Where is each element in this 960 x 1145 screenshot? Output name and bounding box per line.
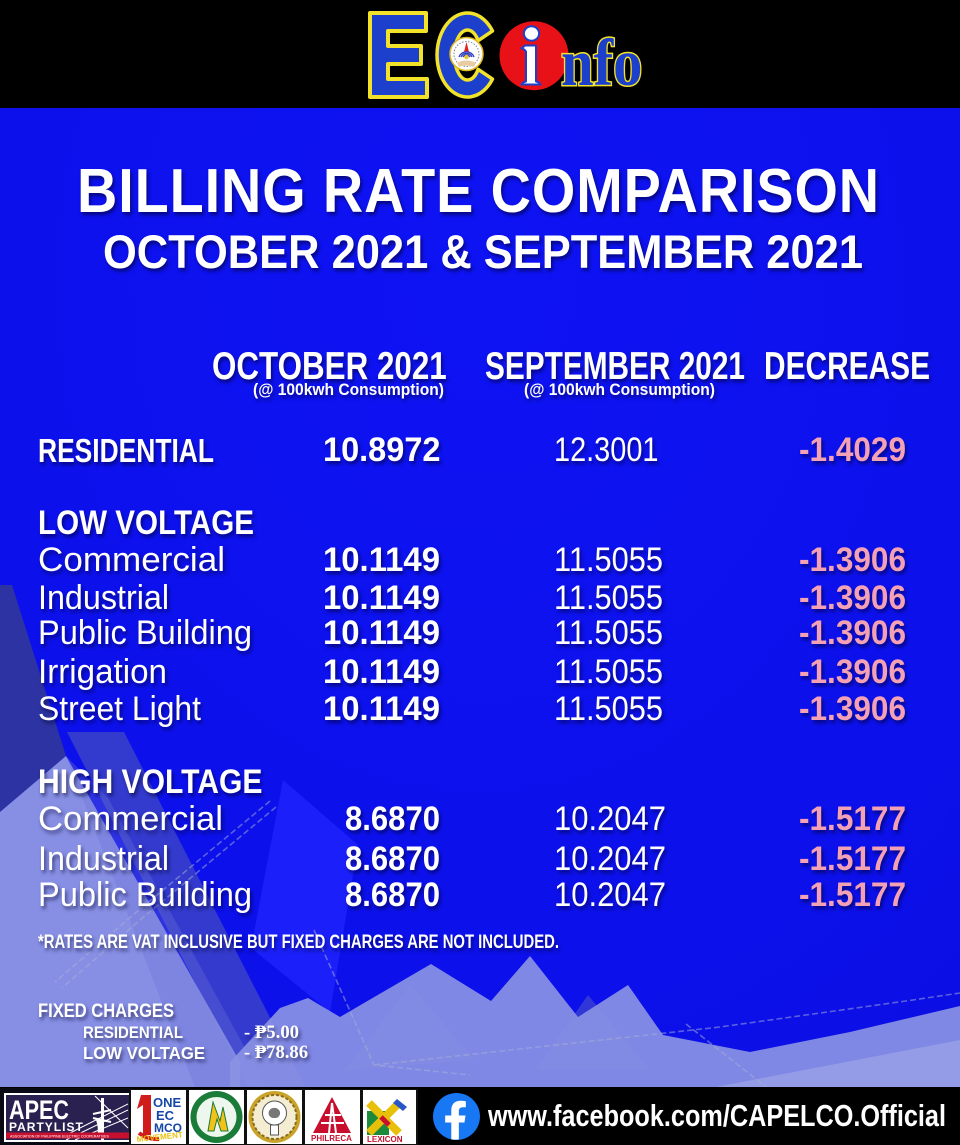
svg-text:nfo: nfo xyxy=(561,25,642,100)
svg-text:MCO: MCO xyxy=(154,1121,182,1135)
svg-text:APEC: APEC xyxy=(9,1096,69,1126)
svg-text:ONE: ONE xyxy=(153,1095,182,1110)
svg-text:ASSOCIATION OF PHILIPPINE ELEC: ASSOCIATION OF PHILIPPINE ELECTRIC COOPE… xyxy=(10,1134,110,1138)
svg-text:PARTYLIST: PARTYLIST xyxy=(9,1120,84,1134)
svg-text:LEXICON: LEXICON xyxy=(367,1135,403,1144)
svg-text:EC: EC xyxy=(156,1108,175,1123)
svg-text:PHILRECA: PHILRECA xyxy=(311,1134,352,1143)
